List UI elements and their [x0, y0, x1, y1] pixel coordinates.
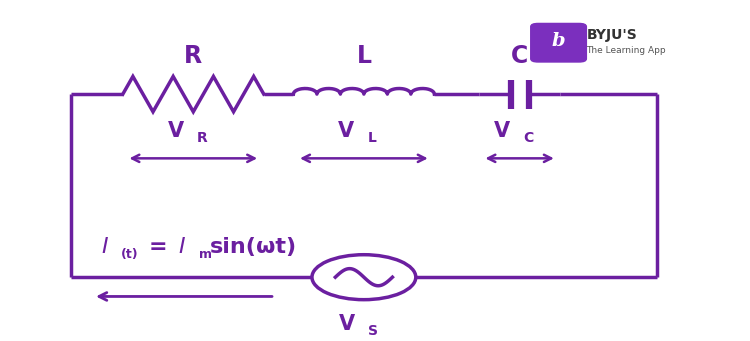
Text: V: V	[494, 121, 510, 141]
Text: S: S	[368, 324, 377, 338]
Text: R: R	[184, 44, 202, 68]
FancyBboxPatch shape	[531, 24, 586, 62]
Text: =: =	[148, 237, 167, 257]
Text: m: m	[200, 248, 212, 261]
Text: C: C	[511, 44, 528, 68]
Text: C: C	[524, 131, 533, 145]
Text: BYJU'S: BYJU'S	[586, 28, 637, 42]
Text: $\mathit{I}$: $\mathit{I}$	[100, 237, 109, 257]
Text: sin(ωt): sin(ωt)	[210, 237, 298, 257]
Text: V: V	[339, 314, 355, 334]
Text: The Learning App: The Learning App	[586, 46, 666, 55]
Text: L: L	[356, 44, 371, 68]
Text: (t): (t)	[122, 248, 139, 261]
Text: V: V	[167, 121, 184, 141]
Text: V: V	[338, 121, 354, 141]
Text: R: R	[197, 131, 208, 145]
Text: $\mathit{I}$: $\mathit{I}$	[178, 237, 187, 257]
Text: b: b	[552, 32, 566, 50]
Text: L: L	[368, 131, 376, 145]
